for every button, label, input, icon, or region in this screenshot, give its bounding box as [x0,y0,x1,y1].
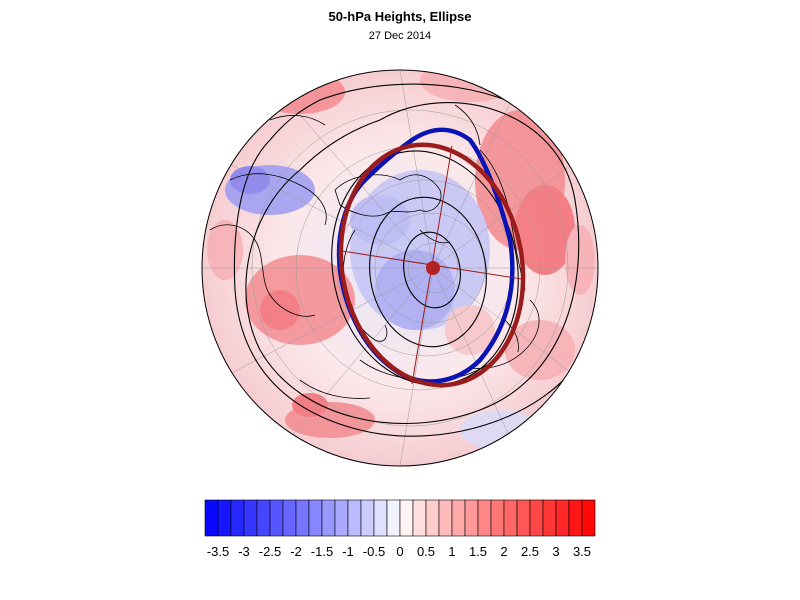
colorbar-box [516,499,531,537]
colorbar-tick-label: -1 [342,544,354,559]
colorbar-tick-label: 2.5 [521,544,539,559]
colorbar-tick-label: -3 [238,544,250,559]
fitted-ellipse [338,142,526,388]
ellipse-center-marker [426,261,440,275]
colorbar-tick-label: -2 [290,544,302,559]
colorbar-tick-label: -3.5 [207,544,229,559]
colorbar-box [542,499,557,537]
colorbar-box [438,499,453,537]
colorbar-box [568,499,583,537]
colorbar-box [295,499,310,537]
colorbar-box [230,499,245,537]
colorbar-box [386,499,401,537]
lat-lon-grid [202,70,598,466]
globe-border [201,69,599,467]
colorbar-tick-label: 0 [396,544,403,559]
colorbar-box [503,499,518,537]
colorbar-box [529,499,544,537]
colorbar-box [360,499,375,537]
colorbar-tick-label: -0.5 [363,544,385,559]
colorbar-tick-label: 3.5 [573,544,591,559]
colorbar-tick-label: -2.5 [259,544,281,559]
colorbar-tick-label: 2 [500,544,507,559]
colorbar-box [425,499,440,537]
colorbar-box [555,499,570,537]
chart-date: 27 Dec 2014 [368,30,432,42]
colorbar-box [308,499,323,537]
colorbar-box [256,499,271,537]
colorbar-box [334,499,349,537]
colorbar-box [581,499,596,537]
colorbar-tick-label: 3 [552,544,559,559]
colorbar-box [282,499,297,537]
colorbar-box [399,499,414,537]
colorbar-labels: -3.5 -3 -2.5 -2 -1.5 -1 -0.5 0 0.5 1 1.5 2 2.5 3 3.5 [207,544,591,559]
colorbar-box [217,499,232,537]
colorbar-box [412,499,427,537]
colorbar-tick-label: -1.5 [311,544,333,559]
colorbar-boxes [204,499,596,537]
colorbar-box [464,499,479,537]
colorbar-box [243,499,258,537]
colorbar-box [269,499,284,537]
colorbar-tick-label: 0.5 [417,544,435,559]
colorbar-tick-label: 1 [448,544,455,559]
colorbar-box [451,499,466,537]
colorbar-tick-label: 1.5 [469,544,487,559]
colorbar-box [373,499,388,537]
colorbar-box [321,499,336,537]
chart-title: 50-hPa Heights, Ellipse [328,9,472,24]
colorbar-box [347,499,362,537]
colorbar-box [477,499,492,537]
colorbar-box [204,499,219,537]
colorbar-box [490,499,505,537]
